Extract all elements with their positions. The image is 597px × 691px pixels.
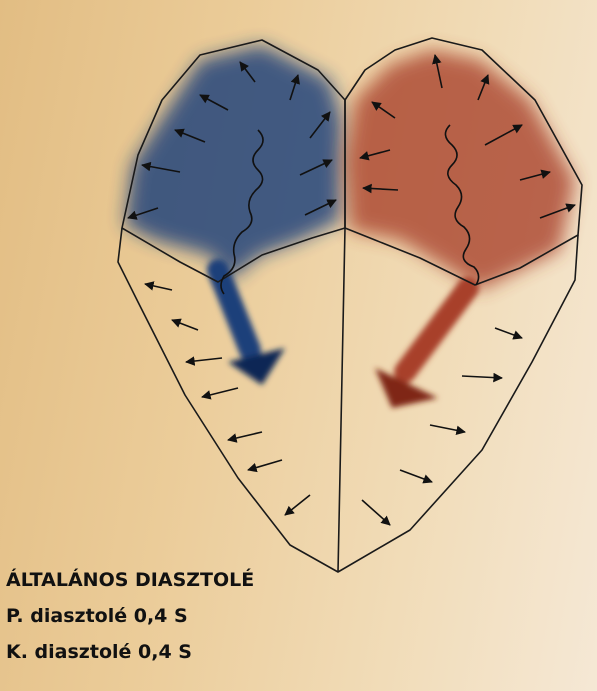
left-flow-arrow: [207, 259, 285, 385]
caption-line-1: P. diasztolé 0,4 S: [6, 605, 188, 627]
diastole-caption: ÁLTALÁNOS DIASZTOLÉ P. diasztolé 0,4 S K…: [6, 562, 254, 670]
septum-line: [337, 100, 346, 573]
left-atrium-blood: [125, 45, 342, 280]
right-flow-arrow: [375, 277, 479, 408]
ventricle-outline: [117, 227, 579, 573]
caption-title: ÁLTALÁNOS DIASZTOLÉ: [6, 569, 255, 591]
wall-motion-arrows: [127, 54, 576, 526]
caption-line-2: K. diasztolé 0,4 S: [6, 641, 192, 663]
heart-outline: [117, 37, 583, 573]
conduction-squiggles: [220, 124, 480, 295]
right-atrium-outline: [344, 37, 583, 286]
right-atrium-blood: [345, 50, 575, 290]
